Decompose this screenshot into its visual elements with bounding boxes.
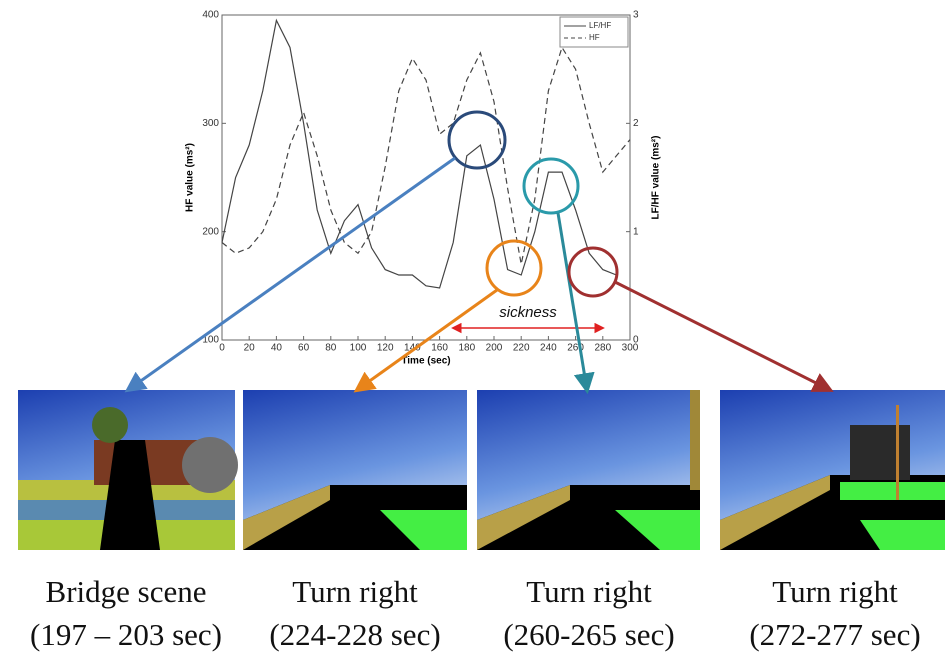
caption-title: Turn right (526, 574, 652, 609)
x-tick-label: 80 (325, 343, 337, 354)
x-axis-label: Time (sec) (401, 356, 450, 367)
caption-time: (197 – 203 sec) (30, 617, 222, 652)
y2-axis-label: LF/HF value (ms²) (651, 136, 662, 220)
x-tick-label: 60 (298, 343, 310, 354)
legend-label: LF/HF (589, 21, 611, 30)
x-tick-label: 200 (486, 343, 503, 354)
x-tick-label: 40 (271, 343, 283, 354)
x-tick-label: 180 (458, 343, 475, 354)
y-axis-label: HF value (ms²) (185, 143, 196, 212)
y2-tick-label: 3 (633, 10, 639, 21)
x-tick-label: 240 (540, 343, 557, 354)
y-tick-label: 400 (202, 10, 219, 21)
x-tick-label: 280 (594, 343, 611, 354)
scene-image (18, 390, 238, 550)
caption-time: (224-228 sec) (269, 617, 440, 652)
y2-tick-label: 2 (633, 118, 639, 129)
caption-title: Bridge scene (46, 574, 207, 609)
y2-tick-label: 0 (633, 335, 639, 346)
x-tick-label: 100 (350, 343, 367, 354)
x-tick-label: 160 (431, 343, 448, 354)
y2-tick-label: 1 (633, 226, 639, 237)
caption-time: (272-277 sec) (749, 617, 920, 652)
scene-image (720, 390, 945, 550)
y-tick-label: 200 (202, 226, 219, 237)
caption-title: Turn right (292, 574, 418, 609)
page: {"chart_data": {"type": "line", "x_label… (0, 0, 945, 656)
caption-title: Turn right (772, 574, 898, 609)
caption-time: (260-265 sec) (503, 617, 674, 652)
x-tick-label: 120 (377, 343, 394, 354)
annotation-text: sickness (499, 304, 557, 321)
x-tick-label: 20 (244, 343, 256, 354)
legend-label: HF (589, 33, 600, 42)
y-tick-label: 300 (202, 118, 219, 129)
figure: 0204060801001201401601802002202402602803… (0, 0, 945, 656)
scene-image (243, 390, 467, 550)
scene-image (477, 390, 700, 550)
x-tick-label: 220 (513, 343, 530, 354)
x-tick-label: 0 (219, 343, 225, 354)
